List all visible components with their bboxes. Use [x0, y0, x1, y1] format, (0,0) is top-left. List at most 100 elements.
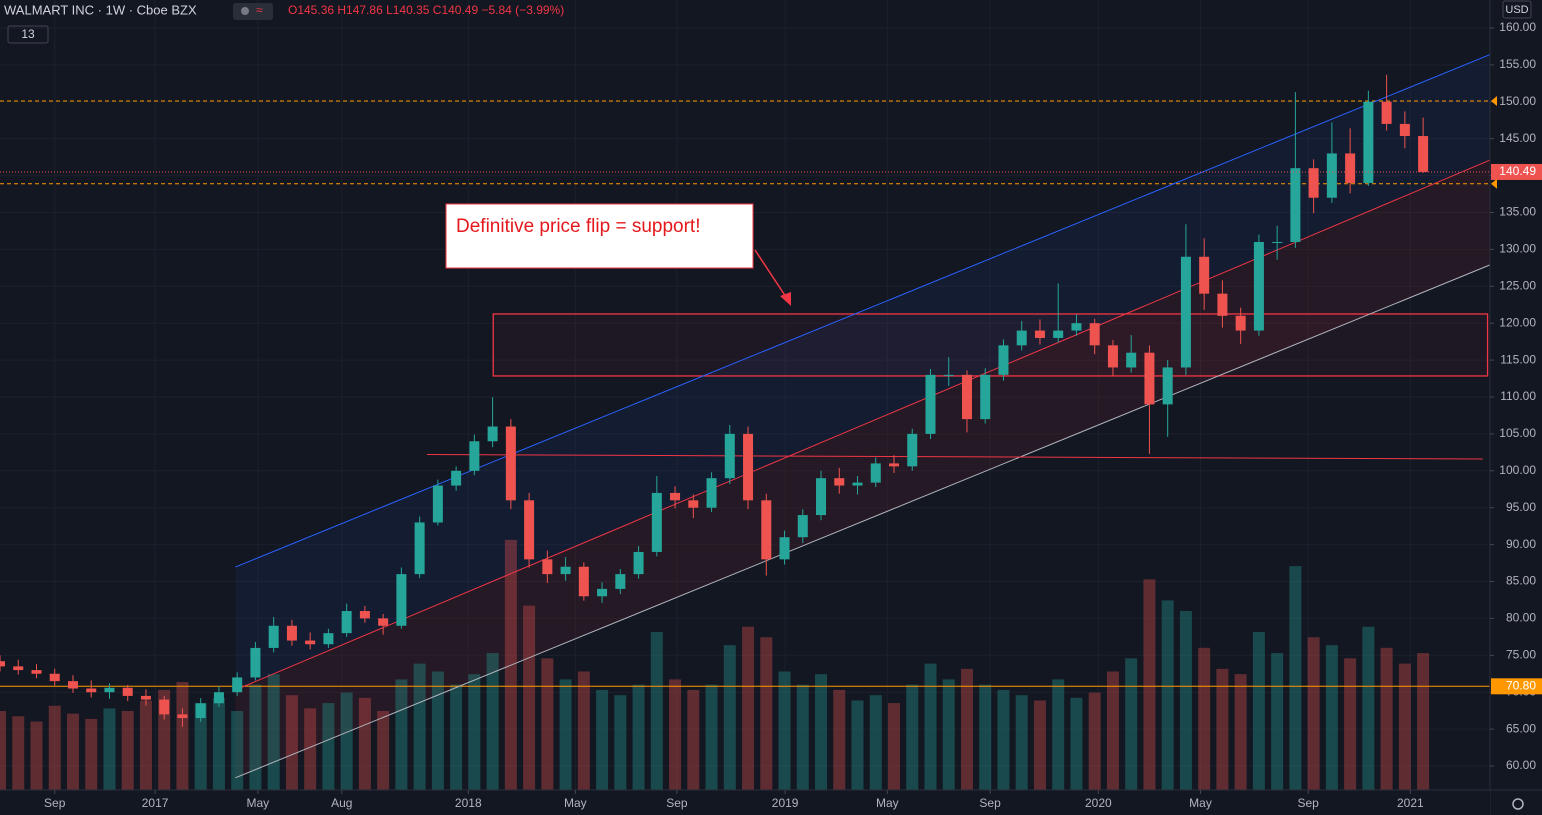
candle-body	[505, 426, 516, 501]
volume-bar	[577, 671, 590, 790]
candle-body	[524, 500, 535, 560]
candle-body	[86, 688, 97, 693]
candle-body	[195, 703, 206, 719]
candle-body	[1418, 136, 1429, 172]
candle-body	[961, 374, 972, 420]
candle-body	[1053, 330, 1064, 338]
candle-body	[286, 625, 297, 641]
volume-bar	[12, 716, 25, 790]
volume-bar	[614, 695, 627, 790]
channel-fill	[235, 54, 1491, 690]
volume-bar	[249, 684, 262, 790]
y-tick-label: 95.00	[1506, 500, 1536, 514]
candle-body	[761, 500, 772, 560]
y-tick-label: 65.00	[1506, 721, 1536, 735]
candle-body	[414, 522, 425, 575]
candle-body	[1016, 330, 1027, 346]
volume-bar	[486, 653, 499, 790]
candle-body	[1107, 345, 1118, 368]
candle-body	[1290, 168, 1301, 243]
volume-bar	[1252, 632, 1265, 790]
volume-bar	[1179, 610, 1192, 790]
candle-body	[724, 433, 735, 479]
y-tick-label: 125.00	[1499, 278, 1536, 292]
candle-body	[49, 673, 60, 682]
indicator-toggle[interactable]	[7, 25, 49, 44]
y-tick-label: 110.00	[1500, 389, 1536, 403]
volume-bar	[1398, 663, 1411, 790]
x-tick-label: 2017	[142, 796, 169, 810]
volume-bar	[1052, 679, 1065, 790]
candle-body	[633, 551, 644, 575]
x-tick-label: May	[876, 796, 899, 810]
candle-body	[396, 574, 407, 626]
candle-body	[597, 588, 608, 597]
icon: ≈	[256, 3, 263, 17]
candle-body	[432, 485, 443, 523]
volume-bar	[212, 697, 225, 790]
candle-body	[1399, 123, 1410, 137]
candle-body	[1034, 330, 1045, 338]
candle-body	[870, 463, 881, 483]
candle-body	[213, 692, 224, 704]
volume-bar	[395, 679, 408, 790]
volume-bar	[431, 671, 444, 790]
settings-icon[interactable]	[1512, 798, 1524, 810]
volume-bar	[942, 679, 955, 790]
y-tick-label: 135.00	[1499, 205, 1536, 219]
x-tick-label: Sep	[1297, 796, 1319, 810]
plot	[0, 54, 1491, 790]
volume-bar	[723, 645, 736, 790]
volume-bar	[1106, 671, 1119, 790]
x-tick-label: 2019	[772, 796, 799, 810]
zone-rect	[492, 313, 1489, 377]
candle-body	[140, 695, 151, 700]
volume-bar	[158, 689, 171, 790]
y-tick-label: 150.00	[1499, 94, 1536, 108]
annotation-arrow-head	[780, 292, 791, 306]
indicator-count: 13	[21, 27, 35, 41]
candle-body	[67, 681, 78, 689]
volume-bar	[906, 684, 919, 790]
candle-body	[706, 478, 717, 508]
volume-bar	[815, 674, 828, 790]
candle-body	[487, 426, 498, 442]
candle-body	[797, 515, 808, 538]
icon	[241, 7, 249, 15]
level-marker	[1491, 96, 1497, 107]
candle-body	[688, 500, 699, 508]
ohlc-legend: O145.36 H147.86 L140.35 C140.49 −5.84 (−…	[288, 3, 564, 17]
volume-bar	[85, 718, 98, 790]
candle-body	[1345, 153, 1356, 183]
volume-bar	[523, 605, 536, 790]
candle-body	[1217, 293, 1228, 316]
candle-body	[341, 611, 352, 634]
volume-bar	[632, 684, 645, 790]
candle-body	[1381, 101, 1392, 124]
volume-bar	[1344, 658, 1357, 790]
candle-body	[1235, 315, 1246, 331]
y-tick-label: 145.00	[1499, 131, 1536, 145]
axes: 60.0065.0070.0075.0080.0085.0090.0095.00…	[44, 20, 1542, 810]
currency-box[interactable]	[1502, 0, 1532, 19]
y-tick-label: 80.00	[1506, 611, 1536, 625]
volume-bar	[1289, 566, 1302, 790]
candle-body	[998, 345, 1009, 375]
volume-bar	[1161, 600, 1174, 790]
volume-bar	[322, 703, 335, 790]
candle-body	[980, 374, 991, 420]
candle-body	[1199, 256, 1210, 294]
y-tick-label: 90.00	[1506, 537, 1536, 551]
volume-bar	[48, 705, 61, 790]
compare-button[interactable]	[233, 3, 273, 20]
volume-bar	[1125, 658, 1138, 790]
volume-bar	[66, 713, 79, 790]
volume-bar	[1143, 579, 1156, 790]
level-marker	[1491, 178, 1497, 189]
volume-bar	[1380, 647, 1393, 790]
candle-body	[323, 633, 334, 645]
candle-body	[451, 470, 462, 486]
trend-line	[235, 264, 1491, 779]
candle-body	[104, 687, 115, 693]
candle-body	[232, 677, 243, 693]
